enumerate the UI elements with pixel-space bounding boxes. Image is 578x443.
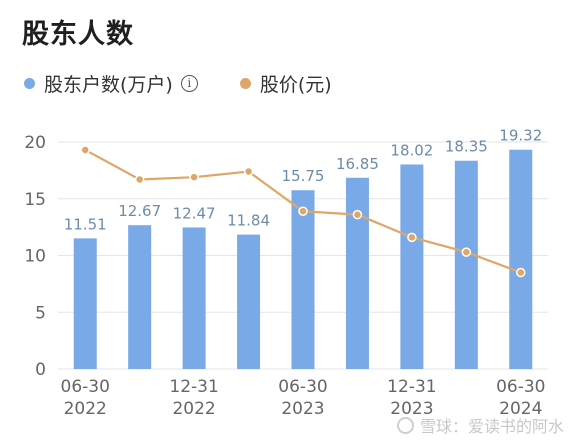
x-tick-label: 06-30: [61, 377, 110, 397]
price-point: [407, 232, 417, 243]
price-point: [134, 174, 145, 185]
price-point: [189, 172, 199, 182]
bar-value-label: 19.32: [499, 127, 542, 145]
bar-value-label: 18.02: [390, 141, 433, 159]
y-tick-label: 20: [24, 133, 46, 153]
watermark: 雪球：爱读书的阿水: [396, 413, 564, 437]
bar-value-label: 12.67: [118, 202, 161, 220]
bar-value-label: 11.51: [64, 215, 107, 233]
legend-item-holders[interactable]: 股东户数(万户) i: [24, 70, 198, 97]
bar: [345, 177, 369, 369]
x-tick-label-year: 2022: [64, 399, 107, 419]
x-tick-label: 12-31: [387, 377, 436, 397]
x-tick-label: 06-30: [496, 377, 545, 397]
legend-item-price[interactable]: 股价(元): [239, 70, 332, 97]
bar: [400, 164, 424, 369]
price-point: [461, 247, 472, 257]
price-point: [352, 209, 363, 220]
snowball-logo-icon: [396, 416, 414, 434]
bar: [291, 190, 315, 369]
y-tick-label: 15: [24, 190, 46, 210]
bar: [237, 234, 261, 369]
legend: 股东户数(万户) i 股价(元): [24, 70, 332, 96]
x-tick-label-year: 2023: [390, 399, 433, 419]
price-point: [516, 267, 526, 278]
price-point: [298, 206, 308, 216]
price-point: [80, 145, 90, 155]
bar-value-label: 15.75: [282, 167, 325, 185]
legend-label-price: 股价(元): [259, 73, 332, 96]
legend-dot-price: [239, 77, 251, 89]
y-tick-label: 0: [35, 360, 46, 380]
bar-value-label: 12.47: [173, 204, 216, 222]
price-point: [243, 166, 254, 177]
x-tick-label-year: 2022: [172, 399, 215, 419]
bar-value-label: 16.85: [336, 155, 379, 173]
x-tick-label-year: 2023: [281, 399, 324, 419]
bar-value-label: 18.35: [445, 138, 488, 156]
info-icon[interactable]: i: [180, 74, 198, 92]
bar: [454, 160, 478, 369]
y-tick-label: 10: [24, 247, 46, 267]
legend-dot-holders: [24, 77, 35, 89]
bar: [128, 225, 152, 369]
x-tick-label-year: 2024: [499, 399, 542, 419]
chart-title: 股东人数: [22, 19, 134, 50]
bar: [73, 238, 97, 369]
bar: [509, 149, 533, 369]
y-tick-label: 5: [35, 303, 46, 323]
legend-label-holders: 股东户数(万户): [44, 73, 173, 96]
watermark-text: 雪球：爱读书的阿水: [419, 417, 564, 436]
bar-value-label: 11.84: [227, 212, 270, 230]
bar: [182, 227, 206, 369]
x-tick-label: 12-31: [169, 377, 218, 397]
x-tick-label: 06-30: [278, 377, 327, 397]
